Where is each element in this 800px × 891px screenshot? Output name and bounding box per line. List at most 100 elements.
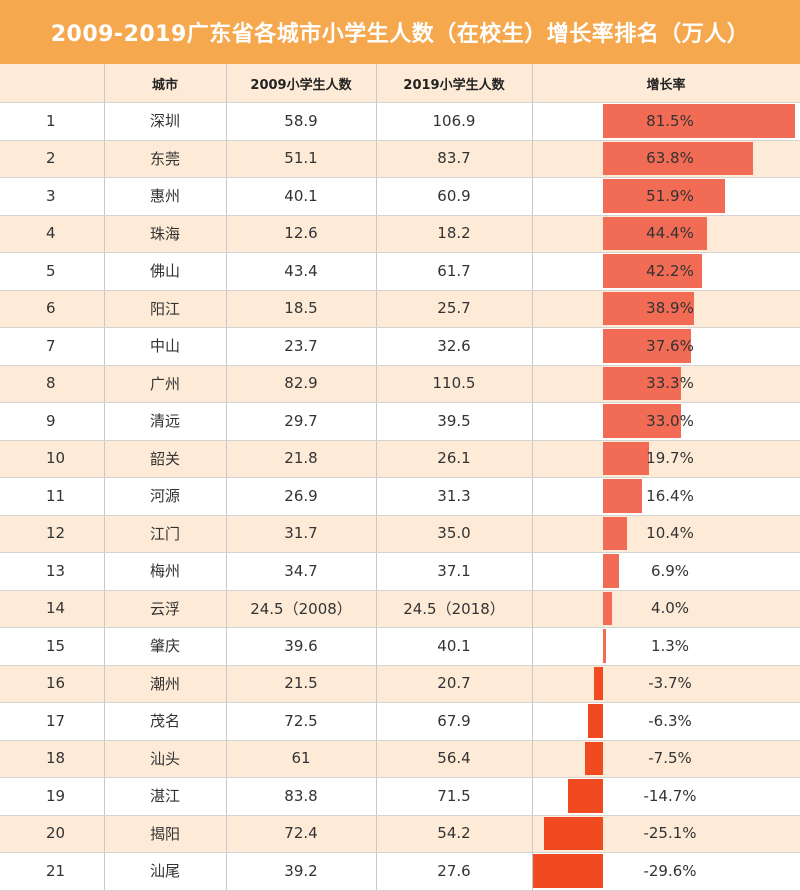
value-2019-cell: 31.3 — [437, 486, 471, 505]
row-divider — [0, 814, 800, 816]
value-2009-cell: 72.5 — [284, 711, 318, 730]
rank-cell: 10 — [46, 449, 66, 468]
growth-bar — [603, 629, 607, 663]
value-2009-cell: 23.7 — [284, 336, 318, 355]
row-divider — [0, 214, 800, 216]
row-divider — [0, 364, 800, 366]
value-2019-cell: 54.2 — [437, 824, 471, 843]
table-row — [0, 627, 800, 665]
header-2009: 2009小学生人数 — [250, 77, 352, 93]
growth-bar — [603, 366, 682, 400]
growth-bar — [603, 254, 703, 288]
row-divider — [0, 102, 800, 103]
rank-cell: 14 — [46, 599, 66, 618]
growth-label: 6.9% — [650, 561, 690, 580]
row-divider — [0, 739, 800, 741]
value-2019-cell: 56.4 — [437, 749, 471, 768]
value-2009-cell: 58.9 — [284, 111, 318, 130]
growth-label: -14.7% — [643, 786, 697, 805]
header-2019: 2019小学生人数 — [403, 77, 505, 93]
value-2019-cell: 67.9 — [437, 711, 471, 730]
rank-cell: 3 — [46, 186, 56, 205]
growth-label: 33.3% — [646, 374, 694, 393]
table-row — [0, 664, 800, 702]
city-cell: 揭阳 — [149, 824, 180, 843]
value-2009-cell: 21.8 — [284, 449, 318, 468]
value-2009-cell: 40.1 — [284, 186, 318, 205]
city-cell: 深圳 — [149, 112, 180, 131]
city-cell: 中山 — [149, 337, 180, 356]
value-2009-cell: 39.2 — [284, 861, 318, 880]
table-row — [0, 739, 800, 777]
growth-bar — [568, 779, 603, 813]
header-rank — [0, 64, 104, 102]
growth-bar — [603, 291, 695, 325]
rank-cell: 15 — [46, 636, 66, 655]
value-2009-cell: 26.9 — [284, 486, 318, 505]
value-2019-cell: 18.2 — [437, 224, 471, 243]
growth-bar — [603, 554, 620, 588]
city-cell: 惠州 — [149, 187, 180, 206]
growth-bar — [603, 404, 681, 438]
value-2019-cell: 25.7 — [437, 299, 471, 318]
growth-label: -6.3% — [648, 711, 692, 730]
table-row — [0, 514, 800, 552]
value-2009-cell: 83.8 — [284, 786, 318, 805]
growth-label: 44.4% — [646, 224, 694, 243]
value-2009-cell: 72.4 — [284, 824, 318, 843]
rank-cell: 18 — [46, 749, 66, 768]
row-divider — [0, 402, 800, 403]
table-row — [0, 552, 800, 590]
rank-cell: 20 — [46, 824, 66, 843]
row-divider — [0, 852, 800, 853]
city-cell: 韶关 — [149, 449, 180, 468]
growth-bar — [603, 479, 642, 513]
growth-label: -29.6% — [643, 861, 697, 880]
growth-bar — [603, 441, 650, 475]
rank-cell: 5 — [46, 261, 56, 280]
city-cell: 梅州 — [149, 562, 180, 581]
value-2019-cell: 40.1 — [437, 636, 471, 655]
rank-cell: 9 — [46, 411, 56, 430]
value-2019-cell: 110.5 — [432, 374, 476, 393]
row-divider — [0, 177, 800, 178]
header-row — [0, 64, 800, 102]
growth-label: -7.5% — [648, 749, 692, 768]
value-2009-cell: 29.7 — [284, 411, 318, 430]
row-divider — [0, 439, 800, 441]
table-row — [0, 777, 800, 815]
growth-bar — [603, 591, 613, 625]
growth-label: 51.9% — [646, 186, 694, 205]
rank-cell: 17 — [46, 711, 66, 730]
city-cell: 东莞 — [149, 149, 180, 168]
rank-cell: 21 — [46, 861, 66, 880]
growth-label: 81.5% — [646, 111, 694, 130]
rank-cell: 13 — [46, 561, 66, 580]
growth-bar — [603, 329, 692, 363]
growth-label: 63.8% — [646, 149, 694, 168]
rank-cell: 16 — [46, 674, 66, 693]
value-2019-cell: 24.5（2018） — [403, 599, 505, 618]
chart-title: 2009-2019广东省各城市小学生人数（在校生）增长率排名（万人） — [50, 22, 750, 47]
growth-label: 33.0% — [646, 411, 694, 430]
growth-label: 19.7% — [646, 449, 694, 468]
title-bar: 2009-2019广东省各城市小学生人数（在校生）增长率排名（万人） — [0, 0, 800, 64]
value-2019-cell: 27.6 — [437, 861, 471, 880]
rank-cell: 7 — [46, 336, 56, 355]
value-2009-cell: 43.4 — [284, 261, 318, 280]
value-2019-cell: 37.1 — [437, 561, 471, 580]
row-divider — [0, 589, 800, 591]
value-2009-cell: 51.1 — [284, 149, 318, 168]
table-row — [0, 477, 800, 515]
value-2009-cell: 31.7 — [284, 524, 318, 543]
rank-cell: 8 — [46, 374, 56, 393]
city-cell: 汕尾 — [149, 862, 180, 881]
value-2009-cell: 24.5（2008） — [250, 599, 352, 618]
value-2019-cell: 20.7 — [437, 674, 471, 693]
value-2009-cell: 39.6 — [284, 636, 318, 655]
rank-cell: 1 — [46, 111, 56, 130]
growth-bar — [588, 704, 603, 738]
city-cell: 江门 — [149, 524, 180, 543]
growth-bar — [594, 666, 603, 700]
growth-bar — [603, 179, 725, 213]
